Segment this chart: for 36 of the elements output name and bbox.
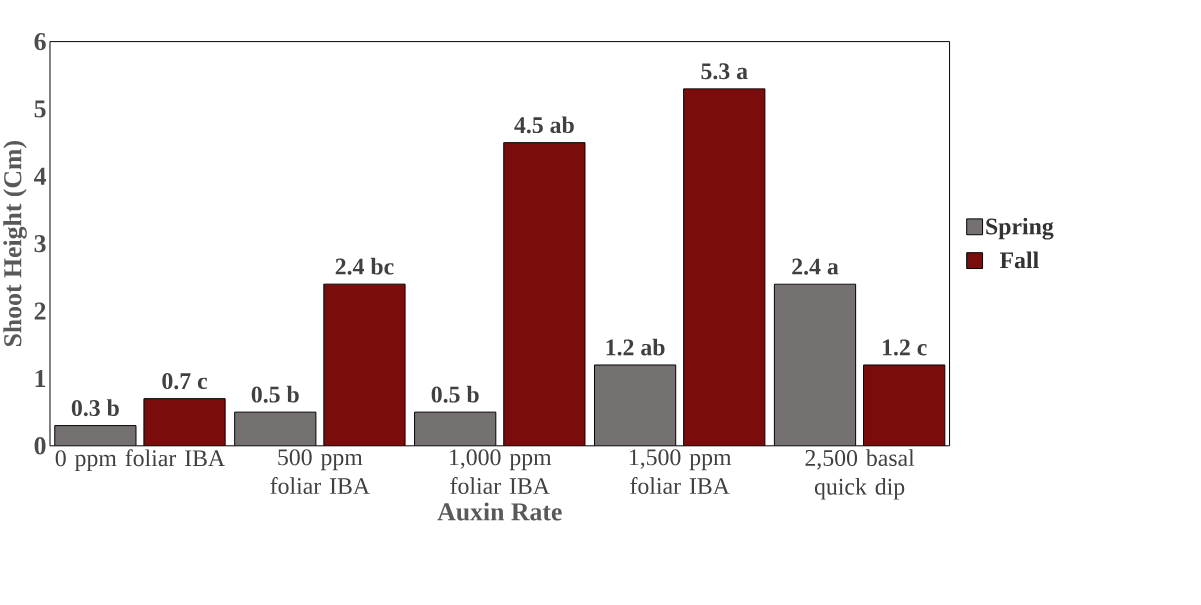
y-tick-label: 3	[34, 234, 46, 253]
bar	[234, 411, 316, 446]
data-label: 0.5 b	[431, 385, 479, 403]
data-label: 2.4 a	[792, 258, 839, 275]
data-label: 0.3 b	[71, 399, 119, 417]
bar	[594, 364, 676, 446]
y-tick-label: 4	[33, 167, 47, 185]
data-label: 0.7 c	[162, 372, 208, 390]
bar	[503, 142, 585, 446]
bar	[414, 411, 496, 446]
data-label: 1.2 ab	[606, 338, 665, 356]
data-label: 0.5 b	[251, 385, 299, 403]
y-tick-label: 2	[34, 302, 46, 320]
bar	[323, 283, 406, 446]
y-tick-label: 1	[35, 369, 46, 387]
x-tick-label: 1,500 ppm foliar IBA	[629, 449, 732, 494]
y-tick-label: 6	[34, 32, 46, 51]
x-tick-label: 500 ppm foliar IBA	[270, 449, 370, 494]
bar	[773, 283, 857, 446]
data-label: 5.3 a	[701, 63, 748, 80]
data-label: 1.2 c	[882, 339, 927, 356]
legend-label: Fall	[999, 251, 1039, 269]
x-tick-label: 1,000 ppm foliar IBA	[450, 449, 552, 494]
bar	[863, 364, 946, 446]
y-axis-title: Shoot Height (Cm)	[3, 140, 27, 346]
data-label: 2.4 bc	[335, 257, 394, 275]
legend-label: Spring	[986, 217, 1054, 240]
bar	[683, 88, 765, 446]
data-label: 4.5 ab	[514, 116, 574, 134]
bar	[143, 398, 226, 446]
y-tick-label: 0	[34, 436, 46, 455]
x-tick-label: 0 ppm foliar IBA	[55, 449, 225, 471]
bar	[54, 425, 136, 446]
x-axis-title: Auxin Rate	[437, 502, 562, 521]
y-tick-label: 5	[34, 100, 46, 118]
x-tick-label: 2,500 basal quick dip	[805, 449, 915, 500]
